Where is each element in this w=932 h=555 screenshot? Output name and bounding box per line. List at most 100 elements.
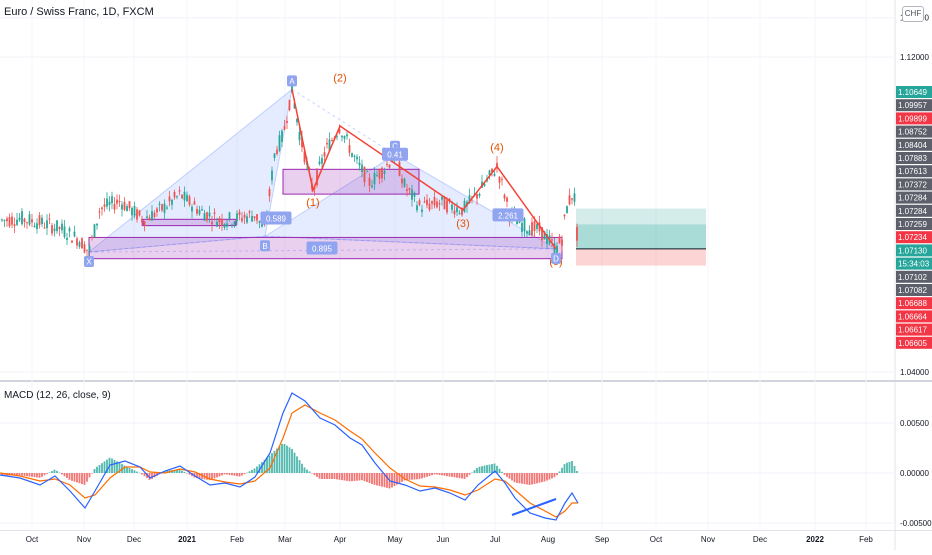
zone-box-b[interactable] [282, 168, 420, 195]
macd-histogram-bar [536, 473, 538, 484]
macd-histogram-bar [431, 473, 433, 476]
macd-histogram-bar [91, 473, 93, 474]
macd-tick-label: 0.00000 [900, 469, 929, 478]
candle-body [421, 209, 423, 212]
candle-body [66, 237, 68, 241]
candle-body [38, 215, 41, 226]
currency-badge[interactable]: CHF [902, 6, 924, 22]
macd-histogram-bar [76, 473, 78, 483]
macd-histogram-bar [296, 456, 298, 473]
candle-body [523, 218, 526, 231]
macd-histogram-bar [416, 473, 418, 480]
price-label-text: 1.07082 [898, 286, 927, 295]
elliott-wave-label: (4) [490, 142, 503, 154]
macd-divergence-line[interactable] [511, 498, 557, 516]
candle-body [238, 211, 241, 216]
candle-body [103, 204, 106, 207]
candle-body [413, 192, 416, 197]
time-tick-label: Feb [230, 535, 244, 544]
candle-body [378, 169, 381, 179]
macd-histogram-bar [241, 473, 243, 476]
macd-histogram-bar [291, 449, 293, 473]
macd-histogram-bar [83, 473, 86, 485]
price-label-text: 1.09957 [898, 101, 927, 110]
macd-histogram-bar [53, 469, 56, 473]
macd-histogram-bar [268, 455, 271, 473]
candle-body [236, 213, 238, 222]
macd-title[interactable]: MACD (12, 26, close, 9) [4, 390, 111, 401]
macd-histogram-bar [123, 465, 126, 473]
macd-histogram-bar [33, 473, 36, 478]
zone-box-a[interactable] [142, 218, 237, 227]
macd-signal-line[interactable] [0, 404, 578, 518]
macd-histogram-bar [486, 465, 488, 473]
harmonic-ratio-badge [306, 241, 338, 255]
candle-body [463, 200, 466, 212]
macd-line[interactable] [0, 392, 579, 521]
macd-histogram-bar [63, 473, 66, 477]
price-tick-label: 1.12000 [900, 53, 929, 62]
candle-body [33, 225, 36, 228]
macd-histogram-bar [356, 473, 358, 481]
candle-body [63, 226, 66, 237]
macd-histogram-bar [366, 473, 368, 483]
elliott-wave-line[interactable] [291, 89, 557, 250]
candle-body [271, 170, 273, 181]
candle-body [168, 196, 171, 202]
candle-body [148, 217, 151, 221]
harmonic-point-label: A [289, 77, 295, 86]
position-profit-zone[interactable] [576, 208, 706, 249]
macd-histogram-bar [36, 473, 38, 478]
price-label-12 [896, 244, 932, 257]
symbol-title[interactable]: Euro / Swiss Franc, 1D, FXCM [4, 6, 154, 18]
candle-body [276, 149, 278, 155]
candle-body [293, 102, 296, 109]
candle-body [68, 228, 71, 232]
macd-histogram-bar [281, 443, 283, 473]
candle-body [88, 246, 91, 251]
macd-histogram-bar [16, 473, 18, 476]
candle-body [381, 167, 383, 179]
macd-histogram-bar [501, 471, 503, 473]
macd-histogram-bar [506, 473, 508, 477]
macd-histogram-bar [178, 469, 181, 473]
candle-body [533, 221, 536, 231]
candle-body [131, 207, 133, 216]
time-tick-label: Feb [859, 535, 873, 544]
candle-body [451, 204, 453, 210]
macd-histogram-bar [451, 473, 453, 477]
macd-histogram-bar [363, 473, 366, 482]
candle-body [521, 222, 523, 232]
time-tick-label: May [387, 535, 402, 544]
macd-histogram-bar [358, 473, 361, 481]
macd-histogram-bar [571, 461, 573, 473]
candle-body [241, 217, 243, 222]
time-tick-label: Oct [26, 535, 39, 544]
candle-body [428, 203, 431, 210]
candle-body [108, 201, 111, 205]
price-label-text: 1.07284 [898, 194, 927, 203]
harmonic-point-badge [287, 75, 297, 87]
candle-body [46, 220, 48, 229]
macd-histogram-bar [198, 473, 201, 479]
candle-body [158, 203, 161, 205]
price-label-8 [896, 191, 932, 204]
candle-body [443, 196, 446, 210]
candle-body [283, 125, 286, 130]
macd-histogram-bar [473, 470, 476, 473]
price-label-13 [896, 257, 932, 270]
position-loss-zone[interactable] [576, 248, 706, 266]
candle-body [426, 199, 428, 206]
time-tick-label: Nov [77, 535, 91, 544]
harmonic-point-badge [551, 252, 561, 264]
candle-body [536, 224, 538, 229]
macd-histogram-bar [503, 473, 506, 475]
candle-body [566, 206, 568, 214]
harmonic-ratio-label: 0.589 [266, 215, 287, 224]
macd-histogram-bar [576, 471, 578, 473]
time-tick-label: Nov [701, 535, 715, 544]
macd-histogram-bar [126, 466, 128, 473]
macd-histogram-bar [13, 473, 16, 476]
